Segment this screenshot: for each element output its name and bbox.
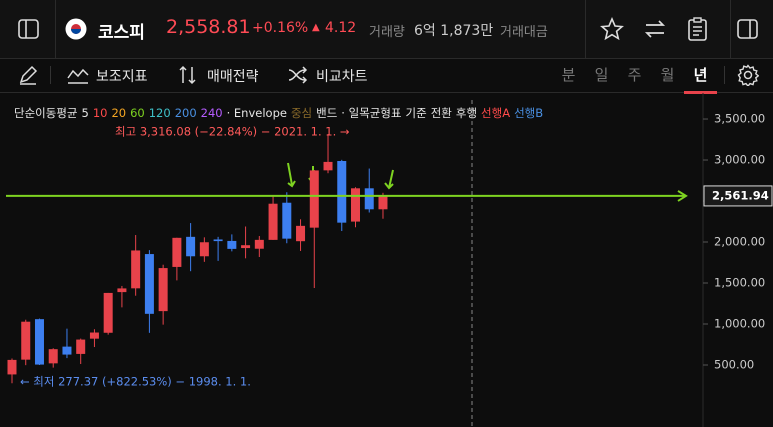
candle-body [144, 254, 154, 314]
legend-item: 전환 [430, 106, 452, 120]
legend-item: 선행B [514, 106, 544, 120]
up-triangle: ▲ [312, 22, 320, 33]
candle-body [117, 288, 127, 293]
candle-body [364, 188, 374, 210]
candle-body [268, 203, 278, 240]
period-tab[interactable]: 년 [684, 64, 717, 94]
price-arrow [677, 190, 688, 202]
y-tick-label: 500.00 [714, 357, 754, 371]
candle-body [378, 196, 388, 210]
candle-body [34, 319, 44, 365]
price-box [703, 185, 773, 207]
candle-body [131, 250, 141, 289]
period-tab[interactable]: 일 [594, 66, 609, 84]
settings-icon[interactable] [737, 64, 759, 86]
candle-body [103, 292, 113, 333]
candle-body [62, 346, 72, 355]
legend-item: 10 [92, 106, 108, 120]
legend-item: 중심 [290, 106, 313, 120]
change-pct: +0.16% [252, 20, 309, 36]
legend-item: · 일목균형표 [341, 106, 402, 120]
candle-body [172, 237, 182, 267]
legend-item: 선행A [481, 106, 511, 120]
change: 4.12 [325, 20, 357, 36]
price: 2,558.81 [166, 16, 251, 38]
legend-item: 5 [81, 106, 89, 120]
candle-body [337, 161, 347, 223]
volume-label: 거래량 [369, 25, 405, 40]
y-tick-label: 2,000.00 [714, 235, 765, 249]
candle-body [7, 359, 17, 375]
panel-icon[interactable] [737, 19, 759, 39]
compare-icon[interactable] [288, 66, 310, 84]
legend-item: · Envelope [226, 106, 287, 120]
legend-item: 후행 [455, 106, 478, 120]
candle-body [254, 239, 264, 249]
legend-item: 20 [111, 106, 127, 120]
legend-item: 120 [148, 106, 171, 120]
strategy-icon[interactable] [178, 65, 200, 85]
candle-body [21, 321, 31, 360]
candle-body [241, 245, 251, 249]
volume: 6억 1,873만 [414, 23, 494, 39]
pen-icon[interactable] [18, 65, 38, 85]
candle-body [76, 339, 86, 354]
high-annotation: 최고 3,316.08 (−22.84%) − 2021. 1. 1. → [115, 125, 350, 139]
clipboard-icon[interactable] [687, 16, 709, 42]
candle-body [213, 239, 223, 242]
period-tab[interactable]: 주 [627, 66, 642, 84]
flag-icon [65, 18, 87, 40]
candle-body [199, 242, 209, 257]
y-tick-label: 3,500.00 [714, 112, 765, 126]
candle-body [351, 188, 360, 222]
period-tab[interactable]: 분 [561, 66, 576, 84]
candle-body [158, 268, 168, 312]
candle-body [186, 236, 196, 257]
legend-item: 60 [130, 106, 145, 120]
y-tick-label: 1,000.00 [714, 316, 765, 330]
legend-item: 200 [174, 106, 197, 120]
legend: 단순이동평균 5 10 20 60 120 200 240 · Envelope 중심 밴드 · 일목… [14, 105, 547, 121]
legend-item: 단순이동평균 [14, 106, 78, 120]
swap-icon[interactable] [643, 18, 667, 40]
y-tick-label: 3,000.00 [714, 153, 765, 167]
legend-item: 밴드 [316, 106, 338, 120]
candle-body [323, 161, 333, 171]
sidebar-icon[interactable] [18, 19, 40, 39]
amount-label: 거래대금 [500, 25, 548, 40]
legend-item: 240 [200, 106, 223, 120]
indicators-button[interactable]: 보조지표 [96, 69, 148, 85]
price-label: 2,561.94 [712, 188, 769, 202]
stock-name: 코스피 [98, 23, 145, 43]
low-annotation: ← 최저 277.37 (+822.53%) − 1998. 1. 1. [20, 375, 251, 389]
candle-body [89, 332, 99, 339]
candle-body [282, 202, 292, 239]
candle-body [309, 170, 319, 228]
candle-body [48, 349, 58, 364]
star-icon[interactable] [600, 17, 624, 41]
candle-body [296, 225, 306, 242]
period-tab[interactable]: 월 [660, 66, 675, 84]
strategy-button[interactable]: 매매전략 [207, 69, 259, 85]
compare-button[interactable]: 비교차트 [316, 69, 368, 85]
candle-body [227, 240, 237, 249]
indicator-icon[interactable] [67, 66, 89, 84]
legend-item: 기준 [405, 106, 427, 120]
y-tick-label: 1,500.00 [714, 276, 765, 290]
header: 코스피 2,558.81 +0.16% ▲ 4.12 거래량 6억 1,873만… [0, 0, 773, 59]
